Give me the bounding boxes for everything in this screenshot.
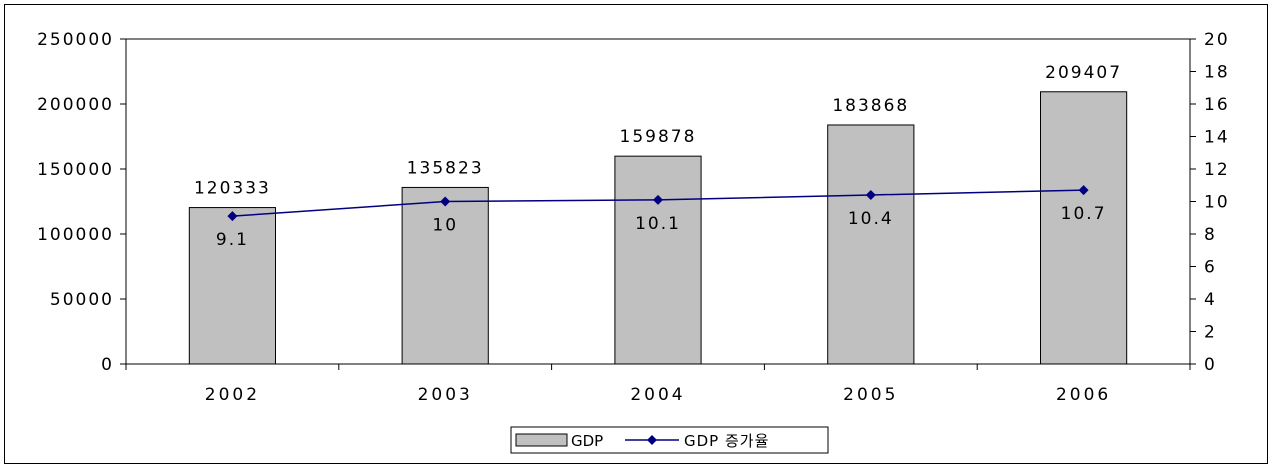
growth-rate-marker — [227, 211, 238, 222]
gdp-bar — [614, 155, 702, 365]
left-tick-label: 200000 — [37, 95, 114, 115]
left-tick-label: 100000 — [37, 225, 114, 245]
right-tick-label: 20 — [1204, 30, 1230, 50]
right-tick-label: 12 — [1204, 160, 1230, 180]
right-tick-label: 2 — [1204, 323, 1217, 343]
right-tick-label: 10 — [1204, 193, 1230, 213]
gdp-bar-value-label: 159878 — [620, 127, 697, 147]
left-tick-label: 250000 — [37, 30, 114, 50]
growth-rate-marker — [440, 196, 451, 207]
growth-rate-marker — [1078, 185, 1089, 196]
x-category-label: 2006 — [1056, 385, 1111, 405]
growth-rate-marker — [653, 194, 663, 205]
growth-rate-value-label: 10.1 — [635, 214, 681, 234]
gdp-bar — [401, 186, 489, 365]
legend-bar-label: GDP — [571, 432, 603, 450]
gdp-bar-value-label: 183868 — [832, 96, 909, 116]
gdp-bar-value-label: 120333 — [194, 179, 271, 199]
x-category-label: 2003 — [418, 385, 473, 405]
growth-rate-value-label: 10.7 — [1061, 204, 1107, 224]
right-tick-label: 0 — [1204, 355, 1217, 375]
gdp-bar — [1040, 91, 1128, 365]
left-tick-label: 50000 — [50, 290, 114, 310]
x-category-label: 2002 — [205, 385, 260, 405]
legend-line-label: GDP 증가율 — [684, 432, 769, 450]
gdp-bar — [827, 124, 915, 365]
gdp-bar-value-label: 135823 — [407, 158, 484, 178]
right-tick-label: 18 — [1204, 63, 1230, 83]
legend-bar-swatch — [515, 433, 568, 447]
growth-rate-value-label: 10.4 — [848, 209, 894, 229]
bar-series: 120333 135823 159878 183868 209407 — [188, 63, 1128, 365]
line-series: 9.1 10 10.1 10.4 10.7 — [216, 185, 1107, 250]
left-tick-label: 0 — [101, 355, 114, 375]
growth-rate-value-label: 10 — [432, 216, 458, 236]
gdp-bar — [188, 207, 276, 365]
right-tick-label: 8 — [1204, 225, 1217, 245]
right-tick-label: 16 — [1204, 95, 1230, 115]
growth-rate-marker — [865, 190, 876, 200]
growth-rate-value-label: 9.1 — [216, 230, 249, 250]
left-tick-label: 150000 — [37, 160, 114, 180]
right-tick-label: 4 — [1204, 290, 1217, 310]
gdp-bar-value-label: 209407 — [1045, 63, 1122, 83]
right-tick-label: 6 — [1204, 258, 1217, 278]
x-axis: 2002 2003 2004 2005 2006 — [125, 364, 1191, 405]
right-axis: 0 2 4 6 8 10 12 14 16 18 20 — [1190, 30, 1230, 375]
x-category-label: 2004 — [630, 385, 685, 405]
legend: GDP GDP 증가율 — [510, 426, 829, 454]
right-tick-label: 14 — [1204, 128, 1230, 148]
x-category-label: 2005 — [843, 385, 898, 405]
legend-line-marker — [647, 435, 657, 445]
left-axis: 0 50000 100000 150000 200000 250000 — [37, 30, 126, 375]
